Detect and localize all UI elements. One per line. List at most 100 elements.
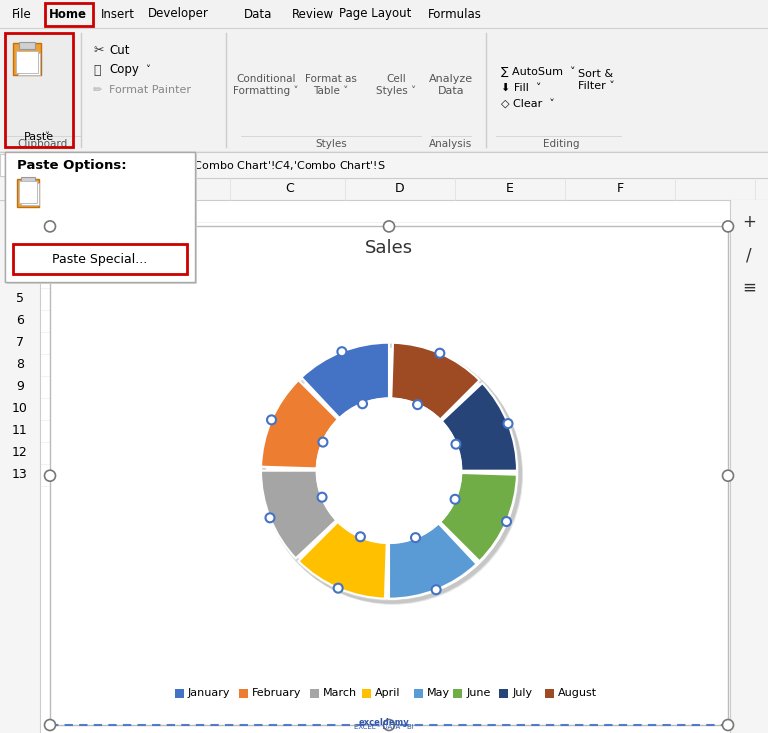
Text: Paste: Paste [24,132,54,142]
Text: E: E [506,183,514,196]
Text: Analysis: Analysis [429,139,472,149]
Bar [0,178,40,200]
Text: =SERIES('Combo Chart'!$C$4,'Combo Chart'!S: =SERIES('Combo Chart'!$C$4,'Combo Chart'… [138,158,386,172]
Bar [0,0,768,152]
Circle shape [337,347,346,356]
Text: ∑ AutoSum  ˅: ∑ AutoSum ˅ [501,67,576,77]
Bar [175,688,184,698]
Circle shape [266,513,274,523]
Circle shape [267,416,276,424]
Bar [453,688,462,698]
Bar [45,3,93,26]
Circle shape [452,440,461,449]
Text: ˅: ˅ [145,65,150,75]
Text: May: May [427,688,450,698]
Text: Cut: Cut [109,43,130,56]
Circle shape [723,221,733,232]
Circle shape [411,533,420,542]
Text: Styles: Styles [315,139,347,149]
Circle shape [723,470,733,481]
Text: Editing: Editing [543,139,579,149]
Circle shape [504,419,512,428]
Text: 1: 1 [16,205,24,218]
Circle shape [451,495,459,504]
Text: 9: 9 [16,380,24,394]
Circle shape [317,399,461,542]
Text: File: File [12,7,32,21]
Bar [5,152,195,282]
Text: ⬇ Fill  ˅: ⬇ Fill ˅ [501,83,541,93]
Bar [5,33,73,147]
Text: D: D [396,183,405,196]
Text: Sales: Sales [365,240,413,257]
Text: 6: 6 [16,314,24,328]
Text: Data: Data [243,7,272,21]
Bar [19,42,35,49]
Circle shape [263,345,523,605]
Bar [362,688,371,698]
Text: /: / [746,246,752,264]
Text: 13: 13 [12,468,28,482]
Bar [5,33,73,147]
Text: Cell
Styles ˅: Cell Styles ˅ [376,74,416,96]
Text: Paste Options:: Paste Options: [17,160,127,172]
Bar [5,152,195,282]
Circle shape [723,720,733,731]
Text: Copy: Copy [109,64,139,76]
Text: 12: 12 [12,446,28,460]
Text: March: March [323,688,357,698]
Text: June: June [466,688,491,698]
Text: 3: 3 [16,248,24,262]
Text: Review: Review [292,7,334,21]
Circle shape [317,493,326,501]
Bar [0,154,82,176]
Wedge shape [391,343,479,420]
Text: Home: Home [49,7,87,21]
Text: 5: 5 [16,292,24,306]
Text: Conditional
Formatting ˅: Conditional Formatting ˅ [233,74,299,96]
Text: Clipboard: Clipboard [18,139,68,149]
Bar [0,200,40,733]
Circle shape [45,221,55,232]
Text: ⎘: ⎘ [93,64,101,76]
Wedge shape [299,522,387,599]
Text: 11: 11 [12,424,28,438]
Bar [0,178,768,200]
Text: Developer: Developer [147,7,208,21]
Text: ✏: ✏ [93,85,102,95]
Text: Format Painter: Format Painter [109,85,191,95]
Bar [19,181,37,203]
Text: Format as
Table ˅: Format as Table ˅ [305,74,357,96]
Text: 7: 7 [16,336,24,350]
Circle shape [502,517,511,526]
Text: August: August [558,688,598,698]
Bar [16,51,38,73]
Text: +: + [742,213,756,231]
Bar [7,154,197,284]
Circle shape [356,532,365,541]
Circle shape [358,399,367,408]
Wedge shape [389,523,477,599]
Circle shape [319,438,327,446]
Bar [310,688,319,698]
Circle shape [435,349,445,358]
Text: exceldemy: exceldemy [359,718,409,727]
Wedge shape [442,383,517,471]
Text: Analyze
Data: Analyze Data [429,74,473,96]
Bar [239,688,248,698]
Wedge shape [261,471,336,559]
Text: ◇ Clear  ˅: ◇ Clear ˅ [501,99,554,109]
Wedge shape [301,343,389,419]
Text: 10: 10 [12,402,28,416]
Text: February: February [252,688,302,698]
Bar [414,688,423,698]
Text: F: F [617,183,624,196]
Bar [730,200,768,733]
Text: ✕: ✕ [93,158,104,172]
Bar [13,43,41,75]
Text: April: April [375,688,400,698]
Circle shape [413,400,422,409]
Circle shape [383,221,395,232]
Circle shape [259,341,519,601]
Text: ≡: ≡ [742,279,756,297]
